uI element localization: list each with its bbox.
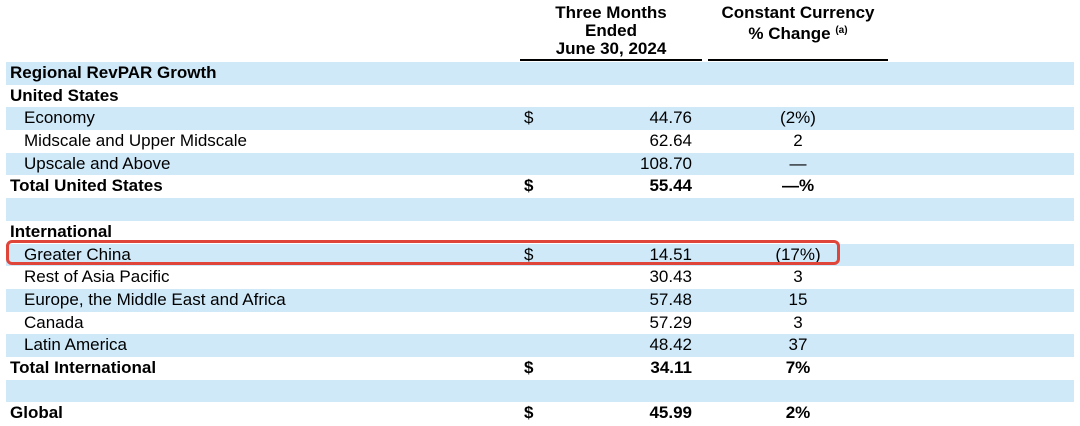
row-label: Upscale and Above (24, 153, 171, 173)
row-label: Greater China (24, 244, 131, 264)
column-header-period: Three Months Ended June 30, 2024 (520, 4, 702, 58)
percent-change: 3 (793, 312, 803, 332)
revpar-value: 34.11 (650, 357, 692, 377)
table-row-total-international: Total International $ 34.11 7% (0, 357, 1080, 380)
percent-change: —% (781, 176, 815, 196)
table-header: Three Months Ended June 30, 2024 Constan… (0, 0, 1080, 62)
row-label: Latin America (24, 335, 127, 355)
percent-change: (17%) (775, 244, 821, 264)
table-row-highlighted: Greater China $ 14.51 (17%) (0, 243, 1080, 267)
column-header-period-underline (520, 59, 702, 61)
table-row: Rest of Asia Pacific 30.43 3 (0, 266, 1080, 289)
column-header-period-line2: Ended (585, 21, 637, 40)
table-row: Economy $ 44.76 (2%) (0, 107, 1080, 130)
percent-change: (2%) (780, 108, 816, 128)
percent-change: 3 (793, 267, 803, 287)
row-label: Economy (24, 108, 95, 128)
column-header-change-underline (708, 59, 888, 61)
table-row-global: Global $ 45.99 2% (0, 402, 1080, 425)
currency-symbol: $ (524, 108, 534, 128)
currency-symbol: $ (524, 244, 534, 264)
revpar-value: 57.29 (649, 312, 692, 332)
row-label: Europe, the Middle East and Africa (24, 289, 286, 309)
column-header-change-line2: % Change (a) (708, 22, 888, 43)
row-label: Global (10, 403, 63, 423)
revpar-value: 62.64 (649, 131, 692, 151)
column-header-change-text: % Change (748, 24, 831, 43)
revpar-value: 57.48 (649, 289, 692, 309)
percent-change: 37 (788, 335, 808, 355)
revpar-value: 45.99 (649, 403, 692, 423)
row-label: Midscale and Upper Midscale (24, 131, 247, 151)
table-row-total-us: Total United States $ 55.44 —% (0, 175, 1080, 198)
table-row: Europe, the Middle East and Africa 57.48… (0, 288, 1080, 312)
column-header-period-line3: June 30, 2024 (555, 39, 667, 58)
table-row: Upscale and Above 108.70 — (0, 152, 1080, 176)
row-label: United States (10, 85, 119, 105)
row-label: International (10, 221, 113, 241)
revpar-value: 44.76 (649, 108, 692, 128)
row-label: Rest of Asia Pacific (24, 267, 170, 287)
revpar-value: 48.42 (649, 335, 692, 355)
row-label: Canada (24, 312, 84, 332)
percent-change: 15 (788, 289, 808, 309)
footnote-marker: (a) (835, 25, 848, 36)
table-row: Canada 57.29 3 (0, 312, 1080, 335)
column-header-change: Constant Currency % Change (a) (708, 4, 888, 43)
column-header-change-line1: Constant Currency (721, 3, 875, 22)
table-row-spacer (0, 379, 1080, 403)
currency-symbol: $ (524, 357, 534, 377)
table-row: Midscale and Upper Midscale 62.64 2 (0, 130, 1080, 153)
table-row-section-international: International (0, 221, 1080, 244)
row-label: Total International (10, 357, 157, 377)
revpar-value: 14.51 (649, 244, 692, 264)
percent-change: 7% (785, 357, 811, 377)
currency-symbol: $ (524, 403, 534, 423)
percent-change: 2 (793, 131, 803, 151)
table-row-section-us: United States (0, 85, 1080, 108)
row-label: Total United States (10, 176, 163, 196)
currency-symbol: $ (524, 176, 534, 196)
revpar-value: 55.44 (649, 176, 692, 196)
table-row-section-title: Regional RevPAR Growth (0, 62, 1080, 85)
percent-change: 2% (785, 403, 811, 423)
percent-change: — (789, 153, 807, 173)
row-label: Regional RevPAR Growth (10, 63, 217, 82)
revpar-table: Regional RevPAR Growth United States Eco… (0, 62, 1080, 425)
revpar-value: 30.43 (649, 267, 692, 287)
column-header-period-line1: Three Months (555, 3, 667, 22)
table-row-spacer (0, 198, 1080, 221)
revpar-value: 108.70 (640, 153, 692, 173)
table-row: Latin America 48.42 37 (0, 334, 1080, 357)
